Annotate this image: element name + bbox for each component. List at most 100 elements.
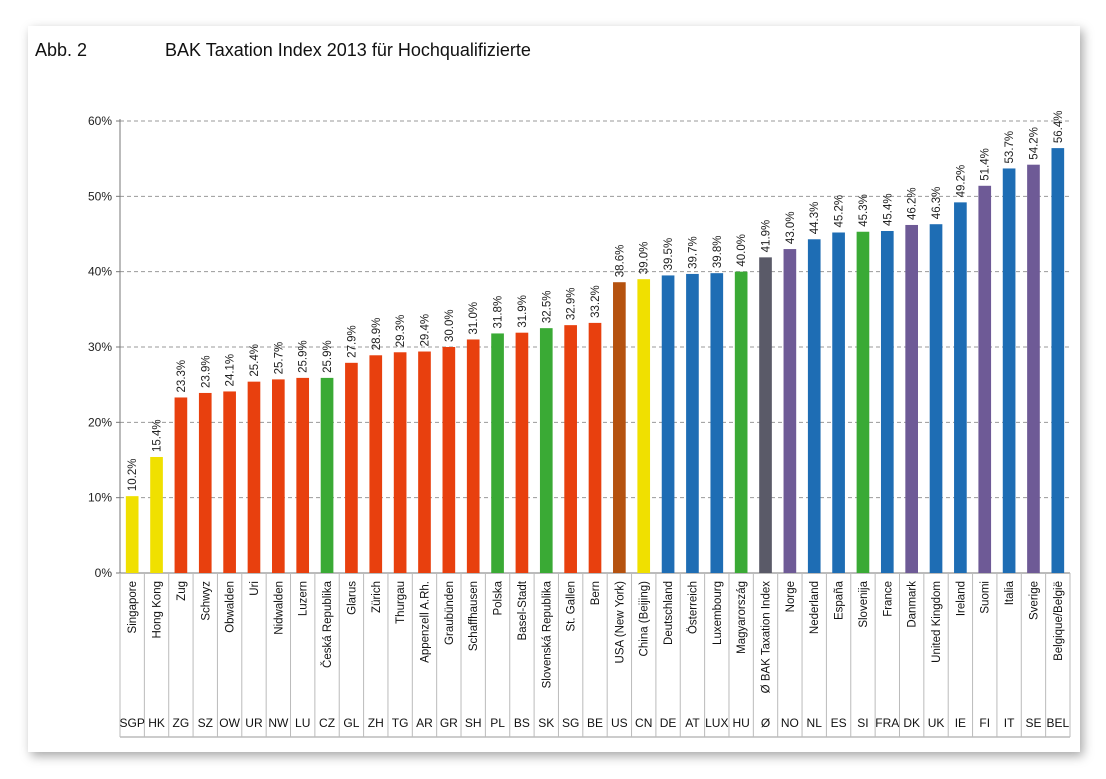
bar-FRA <box>880 230 894 573</box>
data-label: 32.9% <box>566 288 578 321</box>
y-tick-label: 20% <box>88 415 112 429</box>
bar-GL <box>345 362 358 573</box>
category-label: Obwalden <box>225 581 237 633</box>
category-label: Sverige <box>1028 581 1040 620</box>
data-label: 25.4% <box>249 344 261 377</box>
data-label: 25.9% <box>322 340 334 373</box>
figure-frame <box>28 26 1080 752</box>
bar-IE <box>954 202 967 574</box>
bar-ZH <box>369 355 383 573</box>
category-label: Luxembourg <box>712 581 724 645</box>
data-label: 25.9% <box>298 340 310 373</box>
y-tick-label: 30% <box>88 340 112 354</box>
category-label: Suomi <box>980 581 992 614</box>
bar-NW <box>272 379 285 573</box>
category-code: SG <box>562 716 579 730</box>
bar-SE <box>1027 164 1040 573</box>
bar-DK <box>905 224 918 573</box>
category-label: Glarus <box>346 581 358 615</box>
bar-LU <box>296 377 310 573</box>
category-code: PL <box>490 716 505 730</box>
bar-OW <box>223 391 236 573</box>
bar-DE <box>661 275 675 573</box>
y-tick-label: 60% <box>88 114 112 128</box>
category-code: NL <box>807 716 823 730</box>
data-label: 25.7% <box>273 342 285 375</box>
data-label: 49.2% <box>955 165 967 198</box>
bar-NO <box>783 249 797 574</box>
data-label: 45.4% <box>882 193 894 226</box>
bar-HK <box>150 456 163 573</box>
bar-CN <box>637 279 651 573</box>
bar-ES <box>832 232 845 573</box>
category-label: Hong Kong <box>152 581 164 639</box>
category-code: DK <box>903 716 920 730</box>
category-code: SH <box>465 716 482 730</box>
bar-SGP <box>125 496 139 573</box>
data-label: 15.4% <box>152 419 164 452</box>
category-code: IT <box>1004 716 1015 730</box>
bar-AR <box>418 351 431 573</box>
category-label: Bern <box>590 581 602 605</box>
bar-SK <box>539 328 553 573</box>
category-label: Graubünden <box>444 581 456 645</box>
category-code: Ø <box>761 716 770 730</box>
category-code: AR <box>416 716 433 730</box>
bar-BE <box>588 322 602 573</box>
data-label: 46.2% <box>907 187 919 220</box>
category-label: China (Beijing) <box>639 581 651 657</box>
category-label: Singapore <box>127 581 139 633</box>
bar-TG <box>393 352 407 573</box>
category-code: ZG <box>173 716 190 730</box>
data-label: 31.8% <box>493 296 505 329</box>
category-code: CZ <box>319 716 335 730</box>
data-label: 28.9% <box>371 318 383 351</box>
y-tick-label: 50% <box>88 189 112 203</box>
data-label: 31.0% <box>468 302 480 335</box>
data-label: 29.3% <box>395 315 407 348</box>
category-code: GR <box>440 716 458 730</box>
data-label: 53.7% <box>1004 131 1016 164</box>
category-code: AT <box>685 716 700 730</box>
category-label: USA (New York) <box>614 581 626 664</box>
category-code: NW <box>268 716 289 730</box>
bar-Ø <box>759 257 772 573</box>
category-code: LU <box>295 716 310 730</box>
category-code: TG <box>392 716 409 730</box>
category-label: France <box>882 581 894 617</box>
data-label: 39.0% <box>639 242 651 275</box>
category-label: Česká Republika <box>321 580 334 668</box>
bar-UR <box>247 381 261 573</box>
category-code: CN <box>635 716 652 730</box>
y-tick-label: 0% <box>95 566 113 580</box>
data-label: 45.3% <box>858 194 870 227</box>
category-label: Norge <box>785 581 797 612</box>
category-label: Nederland <box>809 581 821 634</box>
category-code: SGP <box>120 716 145 730</box>
category-code: US <box>611 716 628 730</box>
bar-ZG <box>174 397 188 573</box>
bar-FI <box>978 185 992 573</box>
category-code: FI <box>979 716 990 730</box>
category-label: Uri <box>249 581 261 596</box>
category-code: IE <box>955 716 966 730</box>
data-label: 39.5% <box>663 238 675 271</box>
category-label: Slovenija <box>858 580 870 627</box>
bar-NL <box>807 239 821 574</box>
data-label: 29.4% <box>419 314 431 347</box>
data-label: 44.3% <box>809 202 821 235</box>
data-label: 54.2% <box>1028 127 1040 160</box>
bar-PL <box>491 333 504 573</box>
data-label: 43.0% <box>785 211 797 244</box>
category-label: Magyarország <box>736 581 748 654</box>
bar-SH <box>466 339 480 573</box>
category-label: España <box>834 580 846 620</box>
category-code: OW <box>219 716 240 730</box>
bar-IT <box>1002 168 1016 573</box>
category-label: United Kingdom <box>931 581 943 663</box>
category-code: GL <box>343 716 359 730</box>
data-label: 46.3% <box>931 187 943 220</box>
category-label: St. Gallen <box>566 581 578 632</box>
data-label: 27.9% <box>346 325 358 358</box>
